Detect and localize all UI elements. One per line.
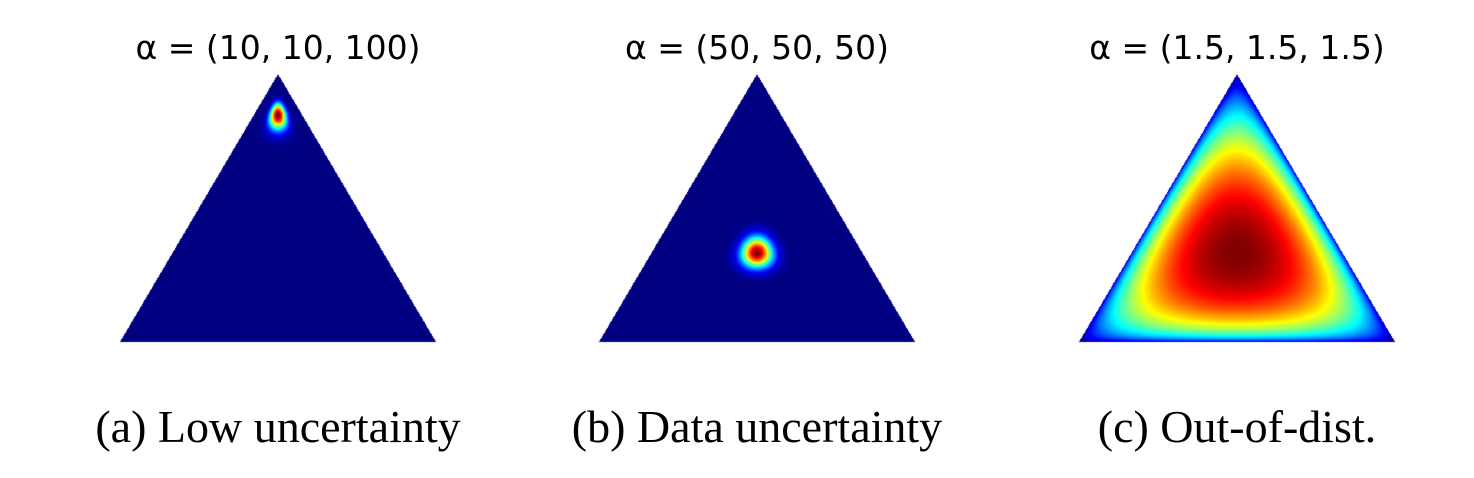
simplex-heatmap: [1077, 72, 1397, 344]
simplex-heatmap: [118, 72, 438, 344]
panel-low-uncertainty: α = (10, 10, 100) (a) Low uncertainty: [95, 0, 460, 478]
panel-caption: (b) Data uncertainty: [571, 401, 943, 452]
panel-caption: (a) Low uncertainty: [95, 401, 461, 452]
panel-title: α = (50, 50, 50): [624, 28, 890, 67]
panel-caption: (c) Out-of-dist.: [1097, 401, 1377, 452]
panel-title: α = (10, 10, 100): [135, 28, 421, 67]
panel-title: α = (1.5, 1.5, 1.5): [1089, 28, 1385, 67]
panel-data-uncertainty: α = (50, 50, 50) (b) Data uncertainty: [572, 0, 942, 478]
panel-out-of-dist: α = (1.5, 1.5, 1.5) (c) Out-of-dist.: [1077, 0, 1397, 478]
simplex-heatmap: [597, 72, 917, 344]
